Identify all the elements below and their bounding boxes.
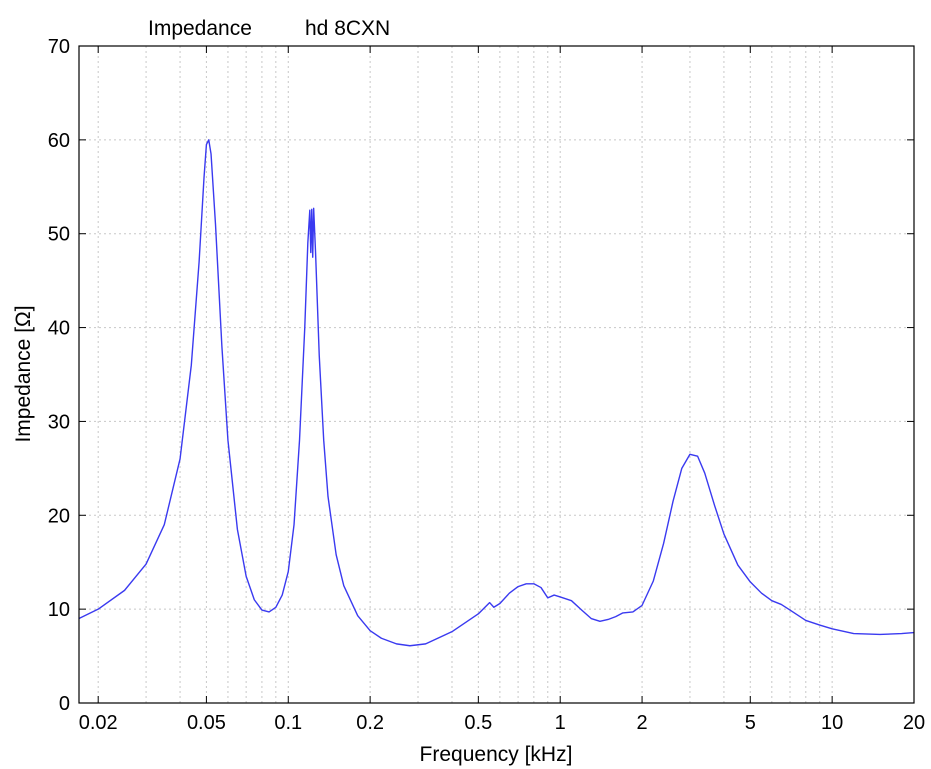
y-tick-label: 60: [48, 130, 70, 152]
x-axis-title: Frequency [kHz]: [420, 743, 573, 766]
x-tick-label: 0.05: [187, 712, 226, 734]
x-tick-label: 0.5: [464, 712, 492, 734]
y-tick-label: 70: [48, 36, 70, 58]
chart-title-left: Impedance: [148, 17, 252, 40]
x-tick-label: 2: [637, 712, 648, 734]
x-tick-label: 10: [821, 712, 843, 734]
x-tick-label: 5: [745, 712, 756, 734]
y-tick-label: 10: [48, 599, 70, 621]
x-tick-label: 0.02: [79, 712, 118, 734]
y-tick-label: 20: [48, 505, 70, 527]
y-tick-label: 40: [48, 318, 70, 340]
axis-ticks: [79, 45, 915, 704]
y-tick-label: 30: [48, 411, 70, 433]
y-tick-label: 50: [48, 224, 70, 246]
series-layer: [78, 139, 915, 647]
plot-frame: [78, 45, 915, 704]
tick-labels: 0.02 0.05 0.1 0.2 0.5 1 2 5 10 20 0 10 20 30 40 50 60 70: [48, 36, 925, 734]
x-tick-label: 0.2: [356, 712, 384, 734]
grid-lines: [79, 46, 914, 703]
x-tick-label: 1: [555, 712, 566, 734]
x-tick-label: 20: [903, 712, 925, 734]
impedance-series-line: [78, 139, 915, 647]
x-tick-label: 0.1: [274, 712, 302, 734]
chart-title-right: hd 8CXN: [305, 17, 390, 40]
y-axis-title: Impedance [Ω]: [12, 305, 35, 442]
y-tick-label: 0: [59, 693, 70, 715]
